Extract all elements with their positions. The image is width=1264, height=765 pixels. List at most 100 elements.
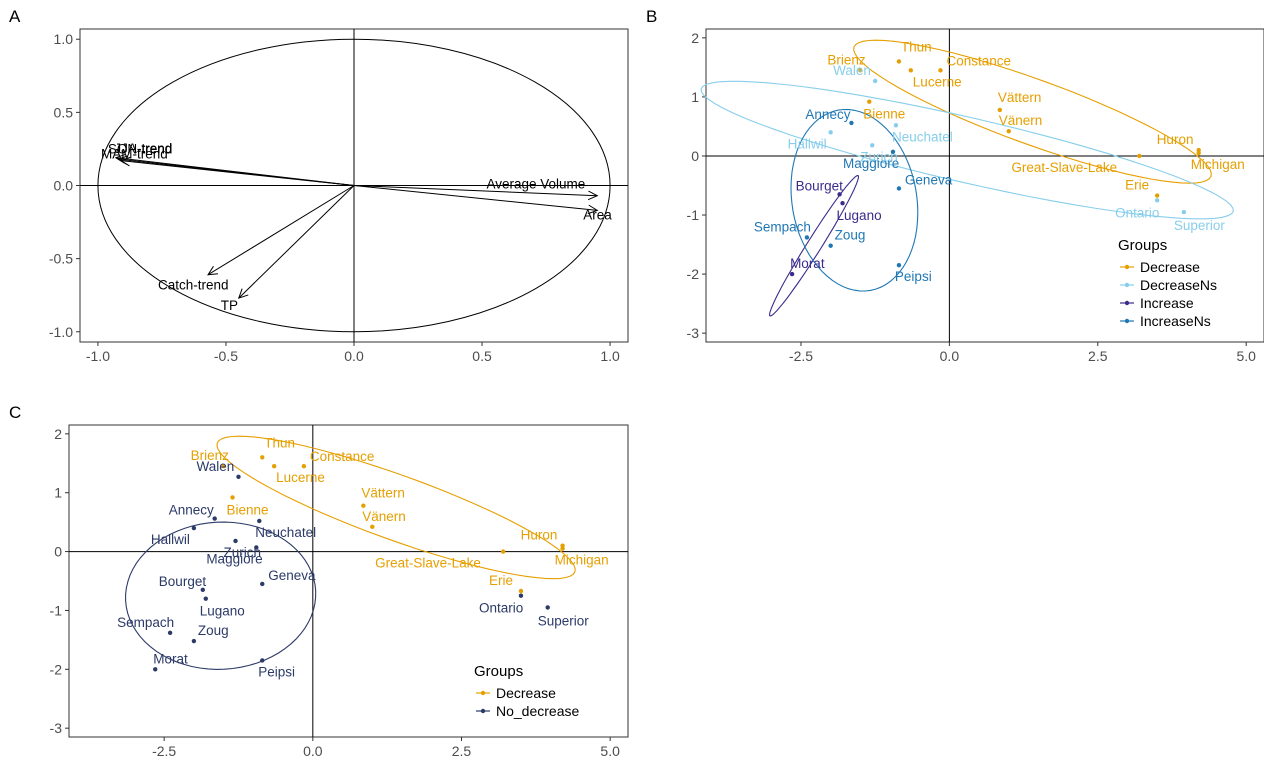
ellipse-increase: [769, 175, 860, 317]
point-lugano: [840, 201, 845, 206]
legend-key-point: [480, 690, 486, 696]
point-zoug: [191, 638, 197, 644]
point-label-bourget: Bourget: [159, 574, 207, 589]
point-label-zurich: Zurich: [224, 545, 262, 560]
point-michigan: [1196, 150, 1201, 156]
point-lucerne: [271, 464, 277, 469]
point-erie: [1154, 193, 1160, 198]
x-tick-label: -2.5: [152, 743, 176, 759]
plot-border: [68, 424, 629, 738]
point-morat: [789, 271, 795, 277]
point-label-great-slave-lake: Great-Slave-Lake: [1011, 160, 1117, 175]
point-superior: [545, 605, 550, 610]
legend-title: Groups: [1118, 237, 1167, 254]
arrow-mam-trend: [120, 160, 355, 186]
point-label-annecy: Annecy: [805, 107, 850, 122]
point-label-bienne: Bienne: [863, 107, 905, 122]
plot-border: [705, 28, 1264, 343]
point-ontario: [1154, 198, 1160, 203]
point-label-zurich: Zurich: [860, 149, 898, 164]
legend-key-point: [1124, 318, 1130, 324]
point-erie: [518, 588, 524, 594]
y-tick-label: 0.5: [54, 104, 74, 120]
y-tick-label: -1.0: [49, 324, 73, 340]
y-tick-label: -3: [687, 325, 700, 341]
point-vättern: [997, 107, 1003, 113]
x-tick-label: 1.0: [600, 348, 620, 364]
point-bienne: [230, 495, 235, 500]
point-label-lugano: Lugano: [200, 604, 245, 619]
point-great-slave-lake: [1137, 153, 1142, 159]
point-label-morat: Morat: [153, 651, 188, 666]
point-label-michigan: Michigan: [1191, 157, 1245, 172]
arrow-tp: [238, 185, 355, 299]
x-tick-label: 0.5: [472, 348, 492, 364]
ellipse-decreasens: [700, 80, 1234, 220]
point-sempach: [167, 630, 173, 636]
x-tick-label: -0.5: [214, 348, 238, 364]
point-brienz: [858, 68, 863, 73]
point-annecy: [212, 516, 217, 521]
arrow-label: TP: [221, 298, 238, 313]
x-tick-label: 0.0: [303, 743, 323, 759]
point-label-geneva: Geneva: [268, 568, 316, 583]
y-tick-label: 1: [54, 485, 62, 501]
arrowhead: [237, 288, 249, 299]
point-label-brienz: Brienz: [827, 52, 866, 67]
point-great-slave-lake: [500, 549, 506, 554]
y-tick-label: -1: [50, 602, 63, 618]
panel-C: C -2.5 0.0 2.5 5.0 2 1 0 -1 -2 -3 Brienz Thun Lucerne…: [9, 403, 629, 759]
arrowhead: [207, 266, 219, 276]
point-sempach: [804, 235, 810, 240]
point-vättern: [361, 503, 366, 508]
legend-key-point: [1124, 300, 1130, 306]
arrowhead: [587, 190, 599, 201]
point-walen: [872, 78, 878, 84]
legend-label-increase: Increase: [1140, 295, 1194, 311]
arrow-average-volume: [353, 185, 598, 197]
point-zurich: [870, 143, 875, 148]
point-lugano: [203, 596, 208, 601]
y-tick-label: 0.0: [54, 178, 74, 194]
point-peipsi: [260, 658, 265, 663]
point-label-lucerne: Lucerne: [913, 74, 962, 89]
point-label-superior: Superior: [538, 613, 590, 628]
point-label-huron: Huron: [1157, 132, 1194, 147]
arrow-label: MAM-trend: [101, 147, 168, 162]
point-annecy: [849, 120, 854, 126]
point-brienz: [221, 464, 226, 469]
point-geneva: [260, 581, 265, 587]
y-tick-label: -0.5: [49, 251, 73, 267]
point-label-brienz: Brienz: [191, 448, 230, 463]
point-label-walen: Walen: [196, 459, 234, 474]
point-thun: [260, 455, 265, 460]
point-label-walen: Walen: [833, 63, 871, 78]
arrow-catch-trend: [207, 185, 355, 276]
point-label-morat: Morat: [790, 256, 825, 271]
ellipse-no-decrease: [125, 521, 317, 670]
legend-label-decrease: Decrease: [496, 685, 556, 701]
point-label-peipsi: Peipsi: [258, 664, 295, 679]
point-vänern: [370, 524, 375, 530]
panel-letter-A: A: [9, 7, 21, 26]
point-label-zoug: Zoug: [198, 623, 229, 638]
panel-letter-B: B: [646, 7, 657, 26]
point-label-peipsi: Peipsi: [895, 269, 932, 284]
point-label-ontario: Ontario: [479, 601, 523, 616]
y-tick-label: 0: [54, 544, 62, 560]
point-zurich: [233, 538, 238, 544]
point-label-superior: Superior: [1174, 218, 1226, 233]
x-tick-label: 2.5: [1088, 348, 1108, 364]
point-label-lugano: Lugano: [837, 208, 882, 223]
point-neuchatel: [257, 518, 262, 524]
arrowhead: [587, 204, 599, 215]
point-geneva: [896, 186, 902, 191]
point-label-thun: Thun: [264, 435, 295, 450]
y-tick-label: 1: [691, 89, 699, 105]
unit-circle: [97, 38, 611, 333]
point-label-hallwil: Hallwil: [788, 136, 827, 151]
point-thun: [896, 59, 902, 64]
point-label-sempach: Sempach: [754, 219, 811, 234]
point-label-erie: Erie: [489, 573, 513, 588]
point-vänern: [1006, 128, 1011, 134]
